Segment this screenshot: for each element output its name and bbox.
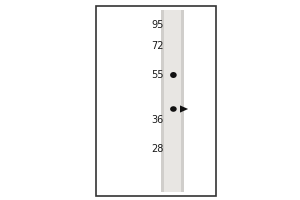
Bar — [96, 6, 216, 196]
Ellipse shape — [170, 106, 177, 112]
Text: 72: 72 — [151, 41, 164, 51]
Bar — [161, 10, 184, 192]
Text: 36: 36 — [151, 115, 164, 125]
Bar — [164, 10, 182, 192]
Text: 28: 28 — [151, 144, 164, 154]
Text: 55: 55 — [151, 70, 164, 80]
Ellipse shape — [170, 72, 177, 78]
Text: 95: 95 — [151, 20, 164, 30]
Polygon shape — [180, 105, 188, 113]
